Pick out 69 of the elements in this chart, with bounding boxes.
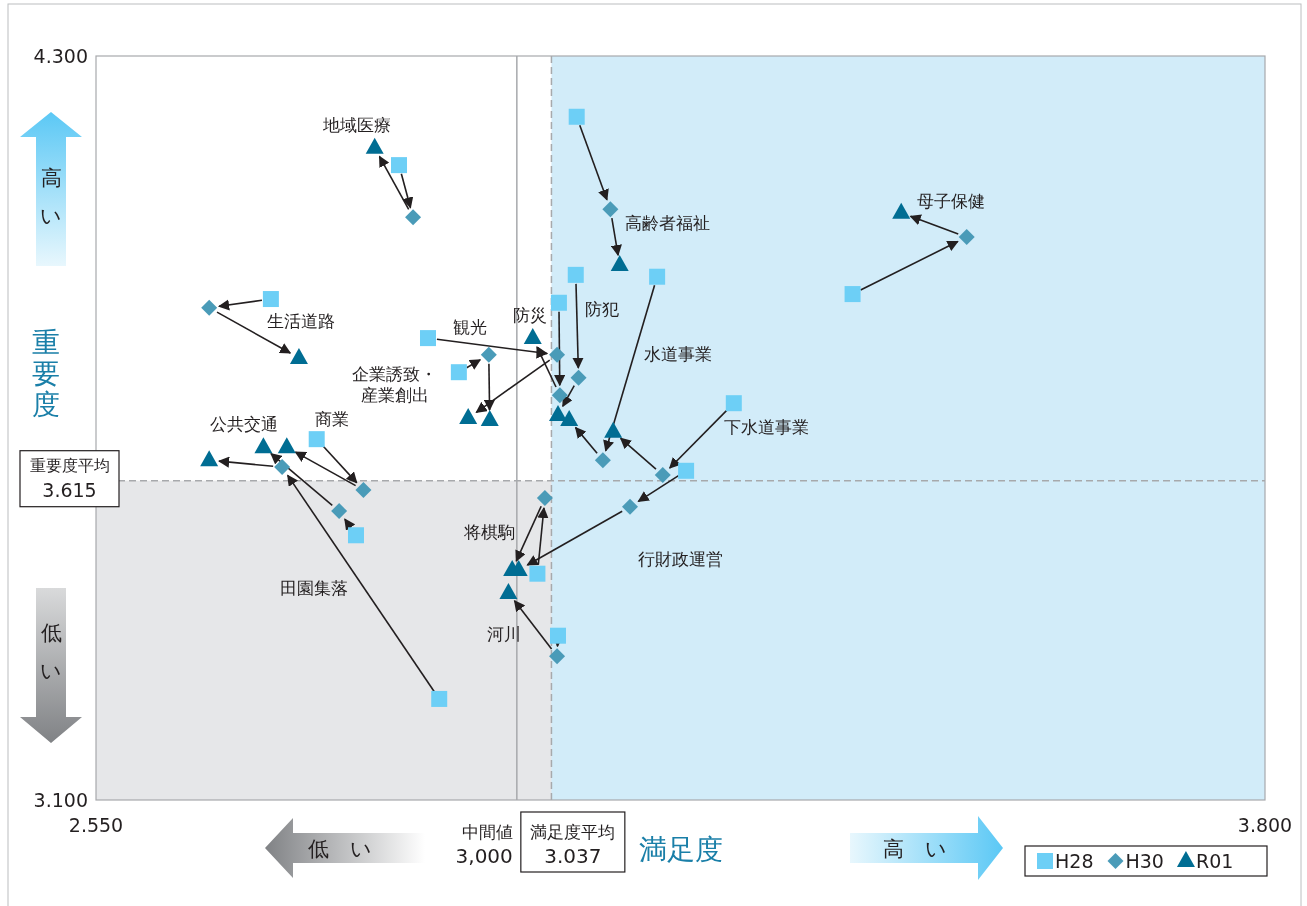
point [649,268,666,285]
annotation: 行財政運営 [638,548,724,569]
annotation: 公共交通 [210,414,279,435]
point [549,346,566,363]
point [480,346,497,363]
point [201,299,218,316]
point [308,431,325,448]
y-tick-label: 4.300 [33,45,88,67]
point [450,364,467,381]
point [622,498,638,515]
annotation: 高齢者福祉 [624,213,710,234]
ref-line-label: 満足度平均 3.037 [530,822,616,868]
point [844,286,861,303]
point [570,369,587,386]
point [459,408,478,425]
point [725,395,742,412]
point [549,648,566,665]
text: 高い [40,166,62,228]
annotation: 田園集落 [280,578,348,598]
point [405,209,422,226]
annotation: 防犯 [584,298,619,319]
y-axis-title: 重要度 [32,326,60,421]
annotation: 母子保健 [917,190,986,211]
x-tick-label: 2.550 [68,814,124,836]
point [254,437,273,454]
point [602,201,619,218]
point [420,330,436,347]
annotation: 企業誘致・産業創出 [352,363,438,405]
legend-label: H28 [1055,850,1094,872]
point [594,452,611,469]
point [958,229,975,246]
point [550,294,567,311]
point [277,437,296,454]
point [654,467,671,484]
point [567,266,584,283]
legend-label: R01 [1195,850,1234,872]
annotation: 地域医療 [321,114,391,135]
annotation: 商業 [314,409,349,430]
point [523,328,542,345]
point [391,157,408,174]
y-tick-label: 3.100 [33,789,88,811]
annotation: 水道事業 [644,344,712,364]
annotation: 生活道路 [266,311,335,332]
point [678,462,695,479]
point [262,291,279,308]
ref-line-label: 重要度平均 3.615 [29,455,110,501]
annotation: 観光 [453,317,487,338]
annotation: 防災 [512,305,547,326]
x-tick-label: 3.800 [1237,814,1293,836]
annotation: 河川 [487,623,522,644]
point [551,387,568,404]
point [347,527,364,544]
point [200,450,219,467]
text: 高 い [883,837,947,861]
x-axis-title: 満足度 [638,833,723,866]
point [331,503,348,520]
text: 低 い [308,837,372,861]
text: 低い [40,621,62,683]
point [536,490,553,507]
point [529,565,546,582]
point [355,482,372,498]
legend-label: H30 [1125,850,1164,872]
point [274,459,291,476]
point [568,108,585,125]
point [549,627,566,644]
ref-line-label: 中間値 3,000 [455,822,513,868]
point [431,690,448,707]
annotation: 将棋駒 [462,521,515,542]
annotation: 下水道事業 [724,417,810,438]
